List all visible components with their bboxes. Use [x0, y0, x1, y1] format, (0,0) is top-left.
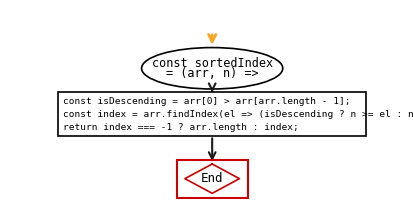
Text: const sortedIndex: const sortedIndex — [151, 58, 272, 71]
Text: = (arr, n) =>: = (arr, n) => — [166, 67, 258, 80]
Text: const isDescending = arr[0] > arr[arr.length - 1];: const isDescending = arr[0] > arr[arr.le… — [63, 97, 350, 106]
Text: return index === -1 ? arr.length : index;: return index === -1 ? arr.length : index… — [63, 123, 298, 132]
Ellipse shape — [141, 47, 282, 89]
Bar — [58, 93, 365, 136]
Text: End: End — [200, 172, 223, 185]
Text: const index = arr.findIndex(el => (isDescending ? n >= el : n <= el));: const index = arr.findIndex(el => (isDes… — [63, 110, 413, 119]
Bar — [176, 160, 247, 198]
